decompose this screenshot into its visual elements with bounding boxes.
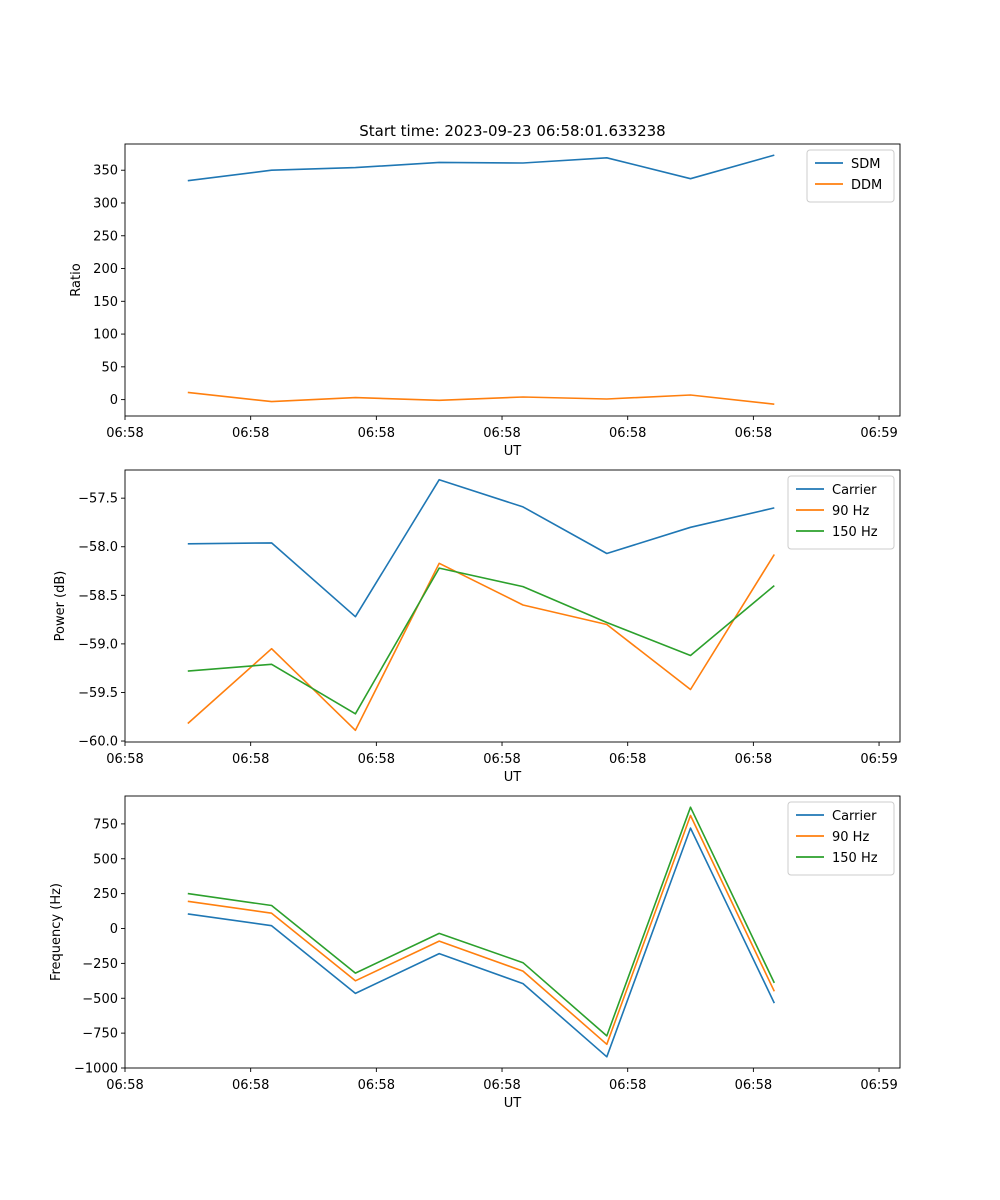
- y-axis-label: Power (dB): [53, 571, 68, 642]
- x-tick-label: 06:58: [609, 1078, 646, 1093]
- legend: SDM DDM: [806, 149, 895, 203]
- y-tick-label: 150: [93, 295, 118, 310]
- y-tick-label: 200: [93, 262, 118, 277]
- x-tick-label: 06:58: [483, 426, 520, 441]
- axes-frame: [124, 469, 901, 743]
- series-line-150-hz: [187, 567, 775, 715]
- series-line-carrier: [187, 478, 775, 618]
- x-tick-label: 06:59: [860, 426, 897, 441]
- y-tick-label: −60.0: [78, 735, 118, 750]
- x-axis-label: UT: [504, 1096, 522, 1111]
- legend-label: SDM: [851, 157, 880, 172]
- y-axis-label: Ratio: [69, 263, 84, 296]
- x-tick-label: 06:58: [232, 426, 269, 441]
- y-tick-label: 250: [93, 229, 118, 244]
- y-tick-label: 50: [101, 360, 118, 375]
- y-tick-label: 0: [110, 393, 118, 408]
- subplot-2: 06:58 06:58 06:58 06:58 06:58 06:58 06:59 −60.0…: [53, 469, 901, 785]
- x-tick-label: 06:58: [358, 426, 395, 441]
- series-line-150-hz: [187, 806, 776, 1037]
- legend-label: 150 Hz: [832, 525, 878, 540]
- legend-label: 90 Hz: [832, 830, 869, 845]
- x-tick-label: 06:58: [483, 752, 520, 767]
- y-tick-label: −59.5: [78, 686, 118, 701]
- y-tick-label: −250: [82, 957, 118, 972]
- series-line-90-hz: [187, 814, 776, 1046]
- x-tick-label: 06:59: [860, 752, 897, 767]
- x-tick-label: 06:58: [358, 752, 395, 767]
- x-tick-label: 06:58: [358, 1078, 395, 1093]
- y-tick-label: −57.5: [78, 492, 118, 507]
- x-tick-label: 06:58: [106, 1078, 143, 1093]
- y-tick-label: −500: [82, 992, 118, 1007]
- legend-label: 150 Hz: [832, 851, 878, 866]
- y-tick-label: 250: [93, 887, 118, 902]
- x-tick-label: 06:58: [735, 1078, 772, 1093]
- legend: Carrier 90 Hz 150 Hz: [787, 475, 895, 550]
- x-tick-label: 06:58: [483, 1078, 520, 1093]
- y-tick-label: −58.0: [78, 540, 118, 555]
- axes-frame: [124, 795, 901, 1069]
- y-tick-label: 500: [93, 852, 118, 867]
- series-line-carrier: [187, 827, 776, 1058]
- legend-label: Carrier: [832, 809, 877, 824]
- y-tick-label: 750: [93, 817, 118, 832]
- series-line-90-hz: [187, 554, 775, 732]
- y-tick-label: 300: [93, 196, 118, 211]
- x-tick-label: 06:58: [735, 752, 772, 767]
- legend: Carrier 90 Hz 150 Hz: [787, 801, 895, 876]
- y-tick-label: −59.0: [78, 637, 118, 652]
- x-axis-label: UT: [504, 770, 522, 785]
- legend-label: DDM: [851, 178, 882, 193]
- series-line-sdm: [187, 154, 775, 182]
- x-tick-label: 06:58: [232, 752, 269, 767]
- y-tick-label: −1000: [74, 1062, 118, 1077]
- x-tick-label: 06:58: [609, 752, 646, 767]
- x-tick-label: 06:58: [106, 752, 143, 767]
- series-line-ddm: [187, 391, 775, 405]
- subplot-1: 06:58 06:58 06:58 06:58 06:58 06:58 06:59 0 50 10…: [69, 122, 901, 459]
- axes-frame: [124, 143, 901, 417]
- x-tick-label: 06:59: [860, 1078, 897, 1093]
- chart-title: Start time: 2023-09-23 06:58:01.633238: [359, 122, 665, 140]
- x-axis-label: UT: [504, 444, 522, 459]
- legend-label: 90 Hz: [832, 504, 869, 519]
- y-axis-label: Frequency (Hz): [49, 883, 64, 981]
- x-tick-label: 06:58: [232, 1078, 269, 1093]
- legend-label: Carrier: [832, 483, 877, 498]
- y-tick-label: 350: [93, 164, 118, 179]
- y-tick-label: 100: [93, 328, 118, 343]
- y-tick-label: 0: [110, 922, 118, 937]
- y-tick-label: −750: [82, 1027, 118, 1042]
- x-tick-label: 06:58: [609, 426, 646, 441]
- subplot-3: 06:58 06:58 06:58 06:58 06:58 06:58 06:59 −1000…: [49, 795, 901, 1111]
- x-tick-label: 06:58: [106, 426, 143, 441]
- x-tick-label: 06:58: [735, 426, 772, 441]
- y-tick-label: −58.5: [78, 589, 118, 604]
